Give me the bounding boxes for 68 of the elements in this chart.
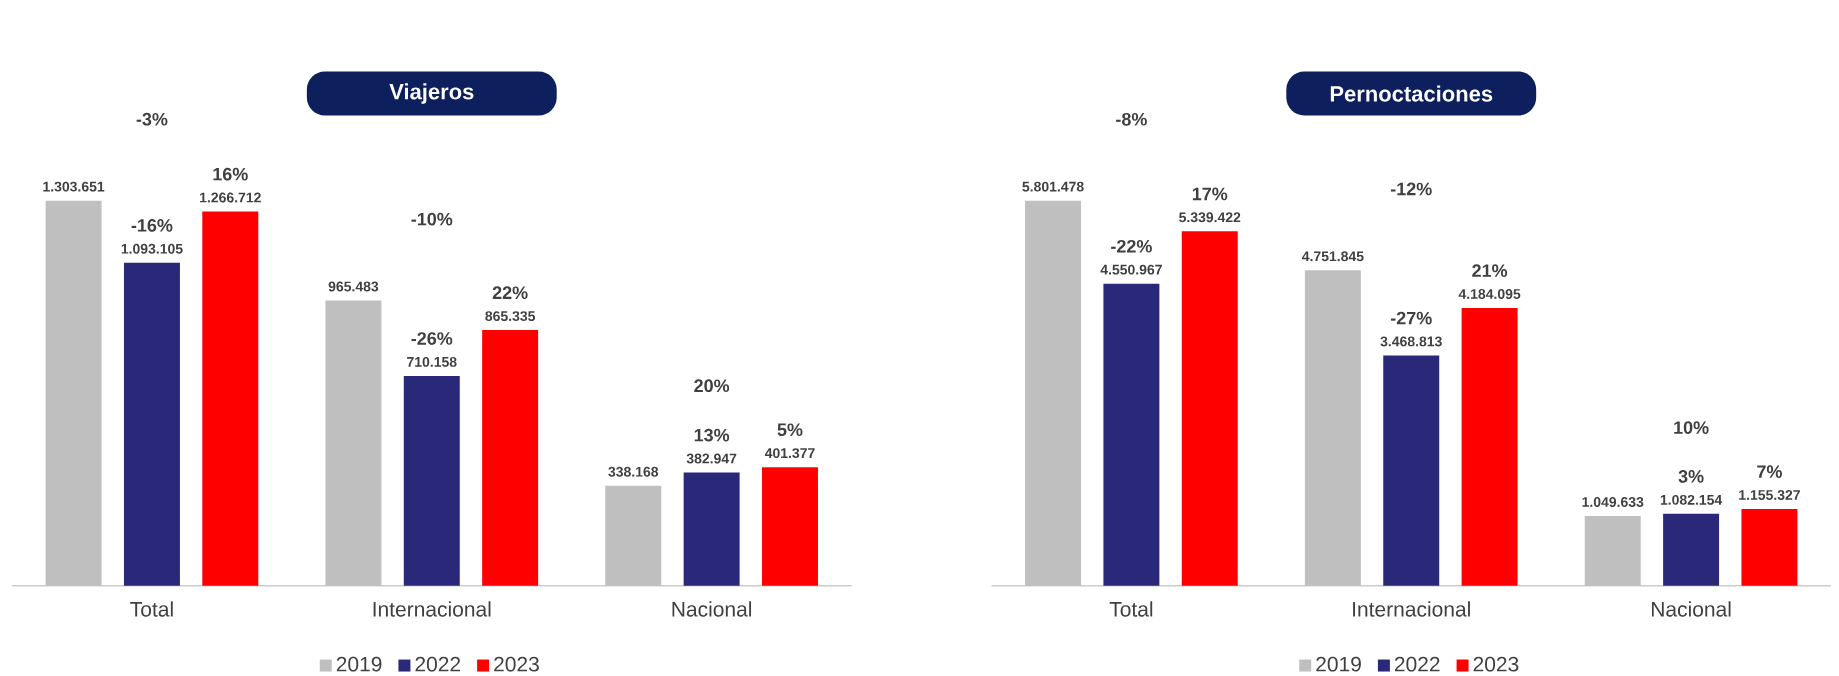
text: 17% [1192,187,1228,201]
bar [1663,514,1720,586]
bar [482,330,539,586]
text: 16% [213,167,248,181]
bar [683,472,740,586]
data-label: 1.155.327 [1739,490,1800,501]
text: -3% [136,113,168,126]
data-label: 3.468.813 [1380,336,1442,347]
data-label: 4.184.095 [1458,289,1521,300]
bar [403,376,460,586]
annotation: 20% [694,379,730,393]
annotation: -10% [411,212,453,226]
data-label: 710.158 [407,357,457,368]
data-label: 4.751.845 [1301,251,1364,262]
annotation: -22% [1111,240,1152,253]
data-label: 965.483 [328,281,379,292]
x-tick-label: Nacional [1651,601,1731,617]
data-label: 1.303.651 [43,181,105,192]
bar [45,200,102,586]
legend-label: 2023 [494,656,539,672]
annotation: -27% [1390,311,1432,325]
legend-label: 2019 [1316,656,1361,672]
data-label: 5.801.478 [1022,181,1084,192]
bar [1741,509,1798,586]
data-label: 338.168 [608,467,659,477]
legend-label: 2022 [1394,656,1440,672]
data-label: 382.947 [686,453,737,464]
bar [761,467,818,586]
annotation: 22% [492,286,528,300]
data-label: 1.082.154 [1660,495,1723,505]
x-tick-label: Total [130,601,173,617]
bar [325,300,382,586]
bar [605,485,662,586]
annotation: 21% [1472,264,1508,278]
data-label: 1.049.633 [1582,497,1644,508]
data-label: 865.335 [485,311,536,322]
annotation: 13% [694,428,730,442]
annotation: 5% [777,423,803,437]
data-label: 401.377 [764,448,815,459]
annotation: 3% [1678,470,1704,483]
bar [1584,516,1641,586]
annotation: -16% [131,219,173,232]
data-label: 5.339.422 [1179,212,1241,223]
text: -12% [1390,182,1432,196]
data-label: 4.550.967 [1100,264,1162,275]
bar [1025,200,1082,586]
text: -8% [1116,113,1147,126]
annotation: 10% [1674,421,1709,435]
chart-title: Pernoctaciones [1330,85,1493,102]
data-label: 1.266.712 [200,192,261,203]
annotation: -26% [411,332,453,346]
x-tick-label: Total [1109,601,1153,617]
bar [1461,308,1518,586]
bar [1383,355,1440,586]
x-tick-label: Internacional [373,601,491,617]
bar [1181,231,1238,586]
bar [1304,270,1361,586]
x-tick-label: Nacional [672,601,752,617]
data-label: 1.093.105 [121,244,183,254]
annotation: 7% [1757,465,1782,479]
legend-label: 2022 [415,656,461,672]
bar [123,263,180,586]
legend-label: 2023 [1473,656,1519,672]
legend-label: 2019 [336,656,382,672]
bar [202,211,259,586]
x-tick-label: Internacional [1353,601,1470,617]
bar [1103,283,1160,586]
chart-title: Viajeros [389,83,474,104]
